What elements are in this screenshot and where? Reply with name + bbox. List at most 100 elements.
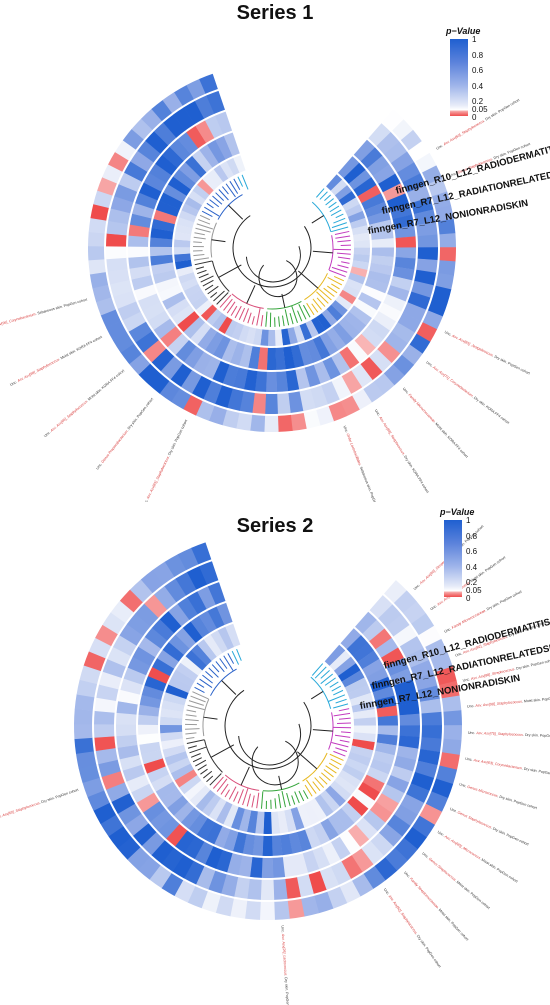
heatmap-cell <box>207 169 224 187</box>
legend-tick: 0.8 <box>472 51 484 60</box>
tree-leaf-branch <box>194 232 205 236</box>
heatmap-cell <box>366 766 389 784</box>
heatmap-cell <box>419 803 443 826</box>
heatmap-cell <box>173 169 196 190</box>
heatmap-cell <box>373 311 396 331</box>
heatmap-cell <box>215 801 233 825</box>
heatmap-cell <box>150 246 173 257</box>
heatmap-cell <box>347 210 366 223</box>
heatmap-cell <box>88 258 106 275</box>
heatmap-cell <box>197 179 214 196</box>
heatmap-cell <box>439 233 456 248</box>
heatmap-cell <box>129 353 151 375</box>
heatmap-cell <box>195 120 215 143</box>
heatmap-cell <box>107 268 130 285</box>
heatmap-cell <box>116 734 138 748</box>
heatmap-cell <box>326 174 343 191</box>
heatmap-cell <box>399 725 421 738</box>
heatmap-cell <box>128 256 150 269</box>
heatmap-cell <box>328 401 348 422</box>
heatmap-cell <box>393 679 416 696</box>
heatmap-cell <box>146 766 170 783</box>
heatmap-cell <box>252 392 267 414</box>
heatmap-cell <box>180 807 201 829</box>
tree-clade-arc <box>262 782 300 792</box>
heatmap-cell <box>149 865 172 889</box>
tree-leaf-branch <box>329 753 344 761</box>
heatmap-cell <box>179 774 202 795</box>
tree-leaf-branch <box>242 787 249 806</box>
heatmap-cell <box>122 128 144 150</box>
tree-leaf-branch <box>302 790 309 799</box>
heatmap-cell <box>185 155 207 178</box>
heatmap-cell <box>191 375 212 400</box>
taxon-label: Unc. Asv. Asv[63]_Corynebacterium. Dry s… <box>465 757 550 778</box>
heatmap-cell <box>186 78 206 100</box>
heatmap-cell <box>351 848 374 873</box>
tree-leaf-branch <box>195 759 207 767</box>
heatmap-cell <box>261 857 274 878</box>
heatmap-cell <box>180 277 199 291</box>
tree-leaf-branch <box>331 741 349 748</box>
tree-internal-branch <box>310 691 324 700</box>
tree-root-arc <box>232 215 312 288</box>
heatmap-cell <box>352 642 374 663</box>
heatmap-cell <box>159 192 183 210</box>
heatmap-cell <box>343 162 366 184</box>
heatmap-cell <box>181 203 200 217</box>
heatmap-cell <box>138 724 159 735</box>
heatmap-cell <box>117 803 142 826</box>
heatmap-cell <box>390 203 413 220</box>
tree-leaf-branch <box>281 790 286 808</box>
heatmap-cell <box>161 847 184 872</box>
heatmap-cell <box>352 232 370 242</box>
heatmap-cell <box>75 750 97 769</box>
taxon-label: Unc. Asv. Asv[25]_Lactococcus. Dry skin.… <box>280 925 290 1005</box>
heatmap-cell <box>326 304 343 322</box>
tree-leaf-branch <box>213 290 225 302</box>
tree-leaf-branch <box>192 757 202 763</box>
tree-leaf-branch <box>193 257 209 261</box>
tree-leaf-branch <box>220 783 229 795</box>
heatmap-cell <box>332 322 354 346</box>
tree-leaf-branch <box>298 304 307 320</box>
series-1-panel: Unc. Asv. Asv[65]_Staphylococcus. Dry sk… <box>0 0 550 502</box>
heatmap-cell <box>200 304 218 321</box>
heatmap-cell <box>141 749 163 765</box>
heatmap-cell <box>119 754 142 771</box>
heatmap-cell <box>88 245 105 261</box>
heatmap-cell <box>132 202 155 219</box>
tree-root-arc <box>224 689 312 770</box>
heatmap-cell <box>299 322 313 341</box>
heatmap-cell <box>390 765 414 783</box>
tree-leaf-branch <box>224 789 230 798</box>
heatmap-cell <box>162 146 184 168</box>
heatmap-cell <box>346 340 368 363</box>
legend-tick: 0.2 <box>466 578 478 587</box>
heatmap-cell <box>330 861 352 885</box>
heatmap-cell <box>105 782 130 803</box>
taxon-label: Unc. Asv. Asv[96]_Corynebacterium. Sebac… <box>0 298 88 332</box>
heatmap-cell <box>164 578 187 603</box>
tree-leaf-branch <box>323 769 334 778</box>
tree-leaf-branch <box>320 670 330 679</box>
heatmap-cell <box>377 340 401 364</box>
heatmap-cell <box>233 877 250 899</box>
heatmap-cell <box>195 789 216 812</box>
tree-leaf-branch <box>328 762 340 770</box>
heatmap-cell <box>415 152 437 173</box>
tree-leaf-branch <box>329 205 340 213</box>
heatmap-cell <box>215 135 233 160</box>
heatmap-cell <box>94 736 116 752</box>
heatmap-cell <box>178 210 197 223</box>
tree-leaf-branch <box>212 776 224 789</box>
heatmap-cell <box>135 192 158 210</box>
heatmap-cell <box>285 369 300 392</box>
heatmap-cell <box>403 827 427 850</box>
heatmap-cell <box>264 415 279 432</box>
tree-leaf-branch <box>333 275 345 282</box>
heatmap-cell <box>319 331 339 356</box>
heatmap-cell <box>363 809 386 832</box>
heatmap-cell <box>312 822 331 845</box>
heatmap-cell <box>124 813 149 836</box>
